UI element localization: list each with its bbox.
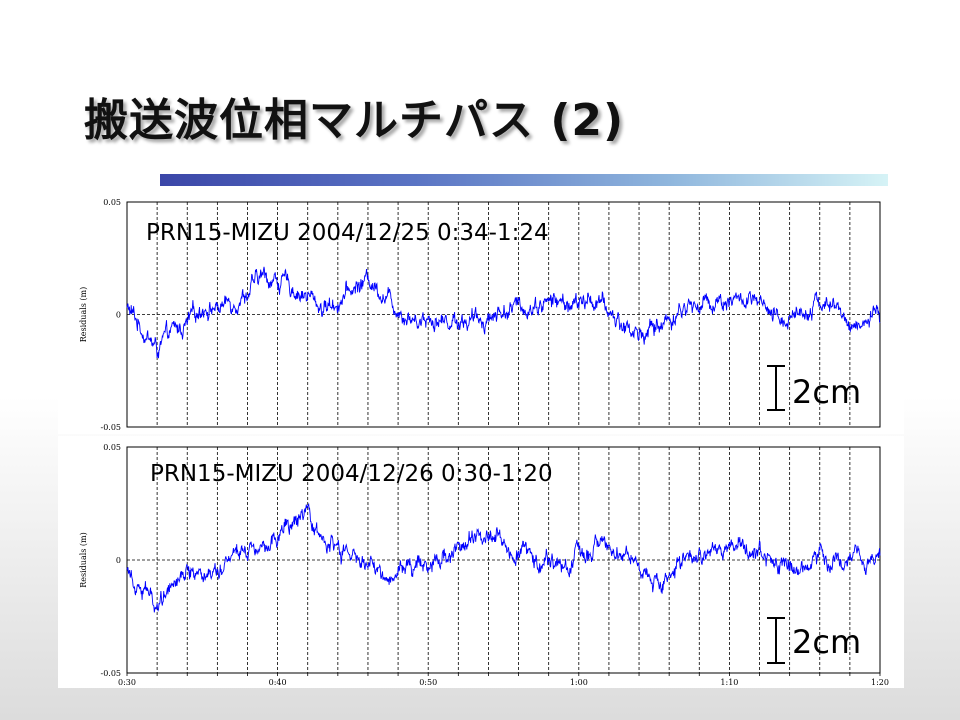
y-axis-label: Residuals (m) [79, 287, 88, 343]
panel-title: PRN15-MIZU 2004/12/25 0:34-1:24 [146, 220, 549, 246]
y-axis-label: Residuals (m) [79, 532, 88, 588]
residual-series-line [126, 502, 881, 613]
scale-bar-label: 2cm [792, 373, 861, 411]
x-tick-label: 1:00 [570, 678, 588, 687]
x-tick-label: 1:20 [871, 678, 889, 687]
scale-bar-label: 2cm [792, 623, 861, 661]
residual-series-line [126, 266, 881, 359]
slide-title: 搬送波位相マルチパス (2) [84, 95, 625, 146]
y-tick-label-zero: 0 [116, 311, 121, 320]
chart-panel-1: Residuals (m) 0.05 0 -0.05 PRN15-MIZU 20… [58, 190, 904, 434]
title-underline-bar [160, 174, 888, 186]
panel-title: PRN15-MIZU 2004/12/26 0:30-1:20 [150, 461, 553, 487]
y-tick-label-top: 0.05 [103, 198, 121, 207]
x-tick-label: 0:50 [419, 678, 437, 687]
scale-bar [767, 617, 785, 664]
x-tick-label: 1:10 [720, 678, 738, 687]
y-tick-label-bottom: -0.05 [100, 669, 121, 678]
x-tick-label: 0:30 [118, 678, 136, 687]
y-tick-label-zero: 0 [116, 556, 121, 565]
plot-frame [126, 201, 881, 428]
y-tick-label-top: 0.05 [103, 443, 121, 452]
panel-background [58, 436, 904, 688]
scale-bar [767, 365, 785, 411]
y-tick-label-bottom: -0.05 [100, 423, 121, 432]
plot-frame [126, 446, 881, 674]
chart-panel-2: Residuals (m) 0.05 0 -0.05 PRN15-MIZU 20… [58, 436, 904, 688]
x-tick-label: 0:40 [269, 678, 287, 687]
